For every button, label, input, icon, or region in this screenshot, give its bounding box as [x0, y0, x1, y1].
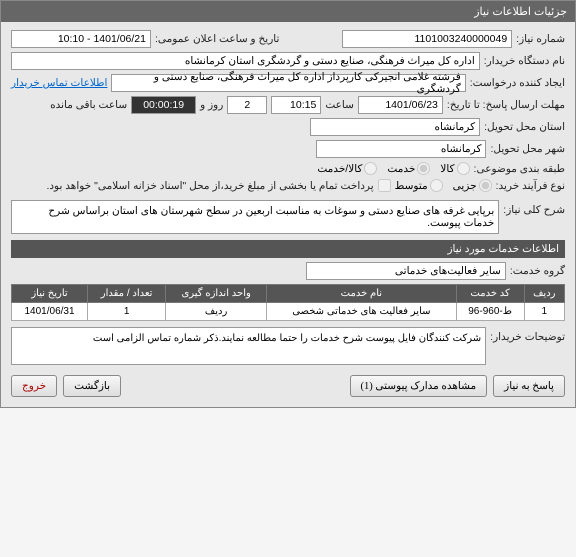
summary-label: شرح کلی نیاز:: [503, 200, 565, 216]
radio-goods-label: کالا: [440, 163, 454, 175]
radio-medium[interactable]: متوسط: [395, 179, 443, 192]
cell-qty: 1: [88, 303, 166, 321]
buyer-notes-label: توضیحات خریدار:: [490, 327, 565, 343]
subject-class-label: طبقه بندی موضوعی:: [474, 163, 565, 175]
th-row: ردیف: [524, 285, 564, 303]
radio-service[interactable]: خدمت: [387, 162, 430, 175]
th-qty: تعداد / مقدار: [88, 285, 166, 303]
summary-text: برپایی غرفه های صنایع دستی و سوغات به من…: [11, 200, 499, 234]
need-details-window: جزئیات اطلاعات نیاز شماره نیاز: 11010032…: [0, 0, 576, 408]
window-titlebar: جزئیات اطلاعات نیاز: [1, 1, 575, 22]
attachments-button[interactable]: مشاهده مدارک پیوستی (1): [350, 375, 488, 397]
service-group-label: گروه خدمت:: [510, 265, 565, 277]
city-label: شهر محل تحویل:: [490, 143, 565, 155]
time-label: ساعت: [325, 99, 354, 111]
buyer-name-label: نام دستگاه خریدار:: [484, 55, 565, 67]
services-section-header: اطلاعات خدمات مورد نیاز: [11, 240, 565, 258]
announce-date-field: 1401/06/21 - 10:10: [11, 30, 151, 48]
table-row[interactable]: 1 ط-960-96 سایر فعالیت های خدماتی شخصی ر…: [12, 303, 565, 321]
radio-medium-label: متوسط: [395, 180, 428, 192]
subject-class-radios: کالا خدمت کالا/خدمت: [317, 162, 469, 175]
process-type-label: نوع فرآیند خرید:: [496, 180, 565, 192]
cell-row: 1: [524, 303, 564, 321]
radio-goods-service[interactable]: کالا/خدمت: [317, 162, 377, 175]
days-field: 2: [227, 96, 267, 114]
buyer-notes-text: شرکت کنندگان فایل پیوست شرح خدمات را حتم…: [11, 327, 486, 365]
province-label: استان محل تحویل:: [484, 121, 565, 133]
deadline-time-field: 10:15: [271, 96, 321, 114]
city-field: کرمانشاه: [316, 140, 486, 158]
th-code: کد خدمت: [456, 285, 524, 303]
announce-date-label: تاریخ و ساعت اعلان عمومی:: [155, 33, 279, 45]
process-type-radios: جزیی متوسط: [395, 179, 492, 192]
countdown-field: 00:00:19: [131, 96, 196, 114]
requester-label: ایجاد کننده درخواست:: [470, 77, 565, 89]
service-group-field: سایر فعالیت‌های خدماتی: [306, 262, 506, 280]
radio-partial-label: جزیی: [453, 180, 477, 192]
days-label: روز و: [200, 99, 223, 111]
button-bar: پاسخ به نیاز مشاهده مدارک پیوستی (1) باز…: [11, 375, 565, 397]
deadline-date-field: 1401/06/23: [358, 96, 443, 114]
radio-partial[interactable]: جزیی: [453, 179, 492, 192]
treasury-checkbox[interactable]: [378, 179, 391, 192]
window-body: شماره نیاز: 1101003240000049 تاریخ و ساع…: [1, 22, 575, 407]
exit-button[interactable]: خروج: [11, 375, 57, 397]
radio-service-label: خدمت: [387, 163, 415, 175]
respond-button[interactable]: پاسخ به نیاز: [493, 375, 565, 397]
table-header-row: ردیف کد خدمت نام خدمت واحد اندازه گیری ت…: [12, 285, 565, 303]
th-name: نام خدمت: [267, 285, 457, 303]
cell-name: سایر فعالیت های خدماتی شخصی: [267, 303, 457, 321]
cell-date: 1401/06/31: [12, 303, 88, 321]
cell-code: ط-960-96: [456, 303, 524, 321]
process-note: پرداخت تمام یا بخشی از مبلغ خرید،از محل …: [46, 180, 373, 192]
need-number-label: شماره نیاز:: [516, 33, 565, 45]
requester-field: فرشته غلامی انجیرکی کارپرداز اداره کل می…: [111, 74, 465, 92]
remain-label: ساعت باقی مانده: [50, 99, 127, 111]
province-field: کرمانشاه: [310, 118, 480, 136]
radio-goods-service-label: کالا/خدمت: [317, 163, 362, 175]
deadline-label: مهلت ارسال پاسخ: تا تاریخ:: [447, 99, 565, 111]
buyer-contact-link[interactable]: اطلاعات تماس خریدار: [11, 77, 107, 89]
th-unit: واحد اندازه گیری: [166, 285, 267, 303]
need-number-field: 1101003240000049: [342, 30, 512, 48]
services-table: ردیف کد خدمت نام خدمت واحد اندازه گیری ت…: [11, 284, 565, 321]
radio-goods[interactable]: کالا: [440, 162, 469, 175]
th-date: تاریخ نیاز: [12, 285, 88, 303]
cell-unit: ردیف: [166, 303, 267, 321]
back-button[interactable]: بازگشت: [63, 375, 121, 397]
buyer-name-field: اداره کل میراث فرهنگی، صنایع دستی و گردش…: [11, 52, 480, 70]
